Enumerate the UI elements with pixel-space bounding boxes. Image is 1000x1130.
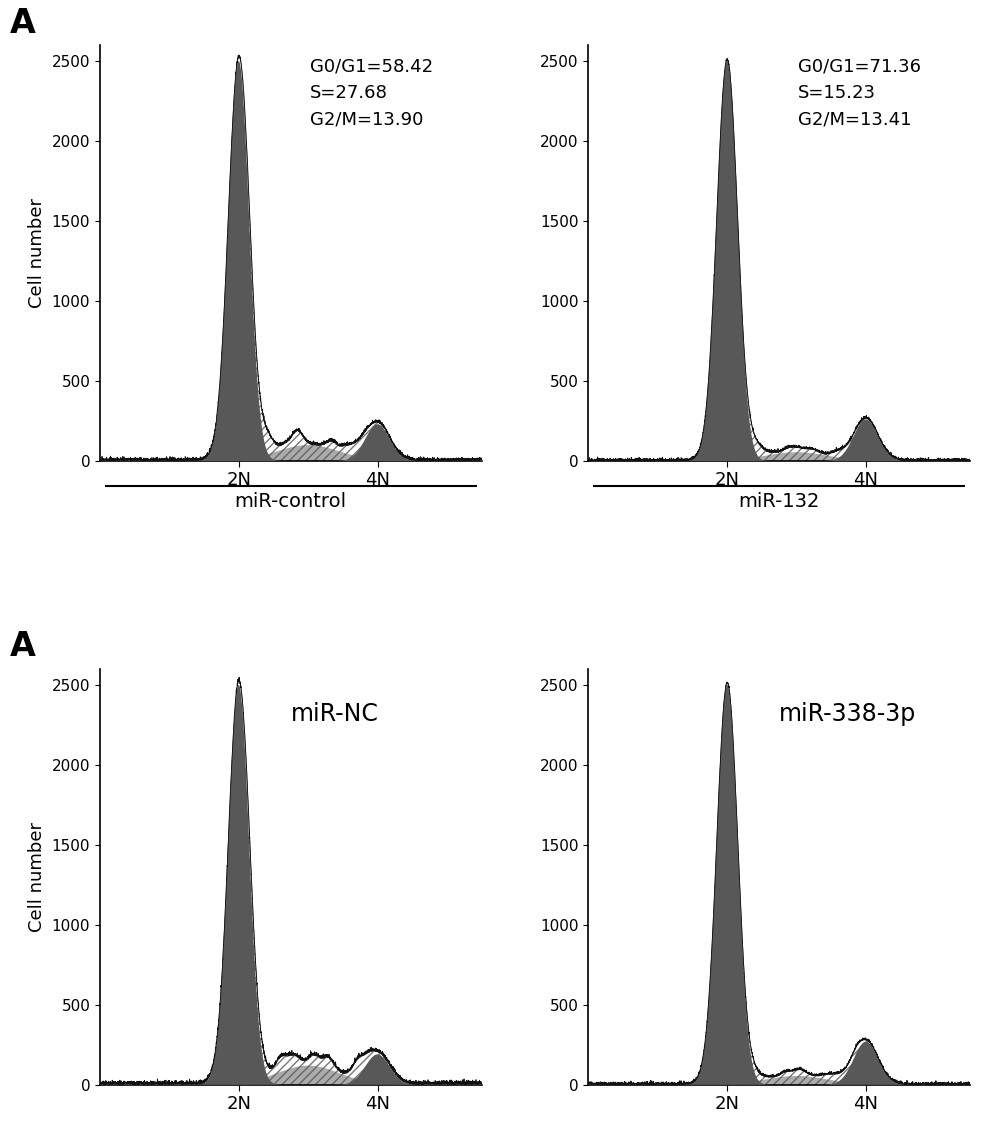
Text: miR-132: miR-132 (739, 492, 820, 511)
Text: A: A (10, 631, 36, 663)
Y-axis label: Cell number: Cell number (28, 198, 46, 308)
Text: G0/G1=58.42
S=27.68
G2/M=13.90: G0/G1=58.42 S=27.68 G2/M=13.90 (310, 58, 433, 129)
Text: G0/G1=71.36
S=15.23
G2/M=13.41: G0/G1=71.36 S=15.23 G2/M=13.41 (798, 58, 921, 129)
Y-axis label: Cell number: Cell number (28, 822, 46, 932)
Text: miR-NC: miR-NC (291, 702, 379, 727)
Text: miR-control: miR-control (235, 492, 347, 511)
Text: miR-338-3p: miR-338-3p (779, 702, 916, 727)
Text: A: A (10, 7, 36, 40)
